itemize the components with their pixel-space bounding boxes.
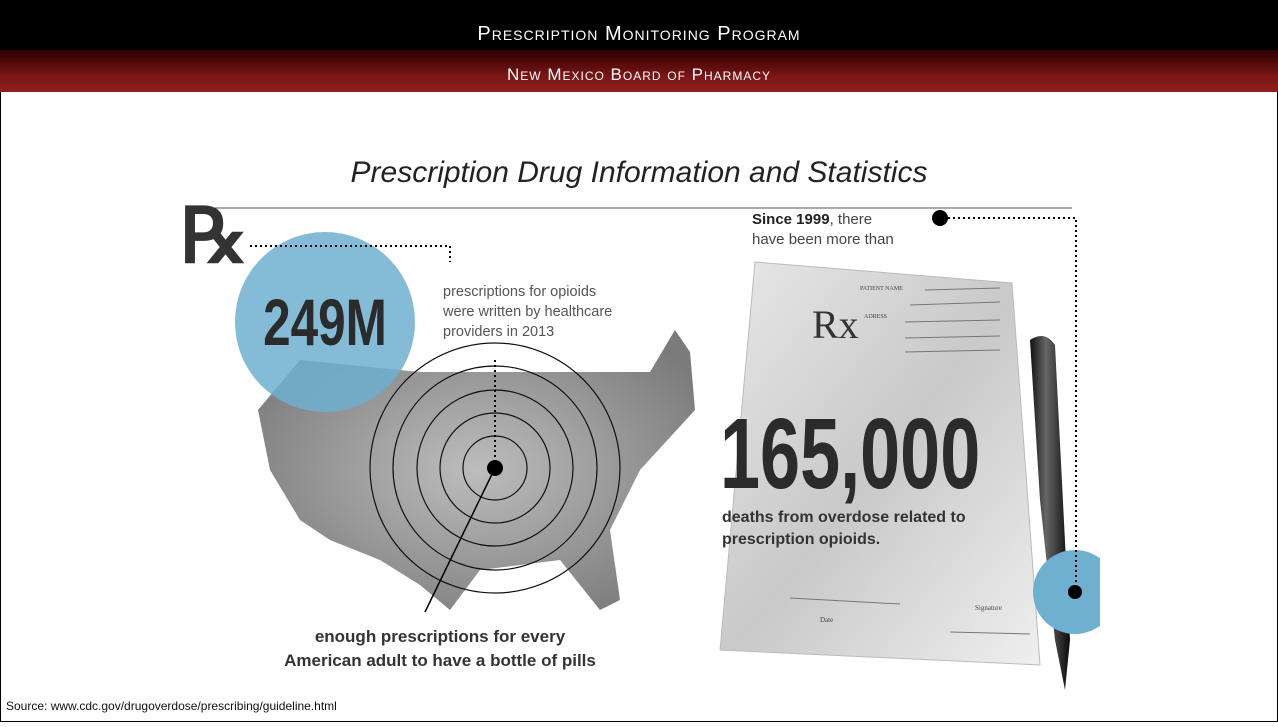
blue-circle [235, 232, 415, 412]
big-number: 165,000 [720, 398, 980, 509]
dot [1068, 585, 1082, 599]
big-number: 249M [263, 286, 387, 360]
dot [932, 210, 948, 226]
intro-bold: Since 1999 [752, 211, 830, 228]
prescription-pad [719, 261, 1041, 666]
description: prescription opioids. [722, 531, 880, 548]
intro: have been more than [752, 231, 894, 248]
intro: Since 1999, there [752, 211, 872, 228]
pad-label: PATIENT NAME [860, 286, 903, 292]
pointer-line [424, 467, 496, 613]
caption: American adult to have a bottle of pills [284, 651, 596, 670]
intro-rest: , there [830, 211, 873, 228]
description: deaths from overdose related to [722, 509, 966, 526]
pad-lines [789, 287, 1031, 635]
caption: enough prescriptions for every [315, 627, 566, 646]
subheader-band [0, 50, 1278, 92]
pad-rx: Rx [812, 302, 859, 347]
blue-circle [1033, 550, 1100, 634]
description: were written by healthcare [442, 304, 612, 320]
description: prescriptions for opioids [443, 284, 596, 300]
pad-label: ADRESS [864, 314, 887, 320]
pad-label: Date [820, 616, 833, 624]
pad-label: Signature [975, 604, 1002, 612]
header-subtitle: New Mexico Board of Pharmacy [507, 65, 771, 84]
description: providers in 2013 [443, 324, 554, 340]
slide-title: Prescription Drug Information and Statis… [351, 156, 928, 189]
dotted-connector [250, 245, 451, 262]
source: Source: www.cdc.gov/drugoverdose/prescri… [6, 699, 337, 713]
rx-symbol: ℞ [180, 195, 248, 279]
header-title: Prescription Monitoring Program [477, 23, 800, 45]
header-band [0, 0, 1278, 50]
